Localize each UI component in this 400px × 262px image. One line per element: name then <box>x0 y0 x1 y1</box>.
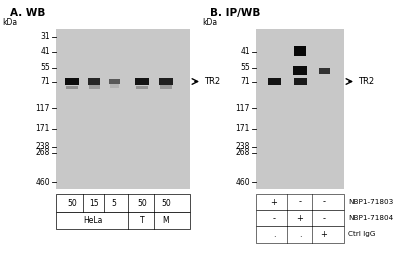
Text: -: - <box>272 214 276 223</box>
Text: 55: 55 <box>240 63 250 72</box>
Bar <box>56 29 190 189</box>
Text: 460: 460 <box>235 178 250 187</box>
Bar <box>294 46 306 56</box>
Text: 171: 171 <box>36 124 50 133</box>
Text: 117: 117 <box>236 104 250 113</box>
Text: 238: 238 <box>36 142 50 151</box>
Text: Ctrl IgG: Ctrl IgG <box>348 232 376 237</box>
Text: 71: 71 <box>40 77 50 86</box>
Text: 41: 41 <box>40 47 50 56</box>
Text: 117: 117 <box>36 104 50 113</box>
Text: 71: 71 <box>240 77 250 86</box>
Text: .: . <box>273 230 275 239</box>
Text: 5: 5 <box>112 199 116 208</box>
Text: 50: 50 <box>161 199 171 208</box>
Text: 41: 41 <box>240 47 250 56</box>
Bar <box>88 78 100 85</box>
Text: B. IP/WB: B. IP/WB <box>210 8 260 18</box>
Bar <box>256 226 344 243</box>
Text: 171: 171 <box>236 124 250 133</box>
Bar <box>108 79 120 84</box>
Bar <box>88 85 100 89</box>
Text: kDa: kDa <box>2 18 17 27</box>
Bar <box>268 78 280 85</box>
Text: +: + <box>270 198 278 206</box>
Text: HeLa: HeLa <box>83 216 103 225</box>
Text: 268: 268 <box>36 149 50 157</box>
Bar <box>159 78 173 85</box>
Text: +: + <box>296 214 304 223</box>
Text: NBP1-71803: NBP1-71803 <box>348 199 393 205</box>
Bar <box>66 86 78 89</box>
Text: .: . <box>299 230 301 239</box>
Text: 460: 460 <box>35 178 50 187</box>
Bar <box>160 85 172 89</box>
Text: TR2: TR2 <box>204 77 220 86</box>
Text: A. WB: A. WB <box>10 8 45 18</box>
Text: 238: 238 <box>236 142 250 151</box>
Bar <box>256 210 344 226</box>
Bar <box>293 66 307 75</box>
Text: M: M <box>163 216 169 225</box>
Bar <box>136 86 148 89</box>
Text: 31: 31 <box>40 32 50 41</box>
Text: -: - <box>322 198 326 206</box>
Text: 55: 55 <box>40 63 50 72</box>
Text: -: - <box>322 214 326 223</box>
Text: NBP1-71804: NBP1-71804 <box>348 215 393 221</box>
Text: kDa: kDa <box>202 18 217 27</box>
Text: T: T <box>140 216 144 225</box>
Text: TR2: TR2 <box>358 77 374 86</box>
Text: 50: 50 <box>67 199 77 208</box>
Bar <box>256 29 344 189</box>
Bar <box>110 84 118 88</box>
Bar <box>318 68 330 74</box>
Bar <box>256 194 344 210</box>
Text: +: + <box>320 230 328 239</box>
Bar <box>56 194 190 212</box>
Bar <box>135 78 149 85</box>
Bar <box>56 212 190 229</box>
Text: 268: 268 <box>236 149 250 157</box>
Text: -: - <box>298 198 302 206</box>
Bar <box>294 78 306 85</box>
Text: 15: 15 <box>89 199 99 208</box>
Bar <box>65 78 79 85</box>
Text: 50: 50 <box>137 199 147 208</box>
